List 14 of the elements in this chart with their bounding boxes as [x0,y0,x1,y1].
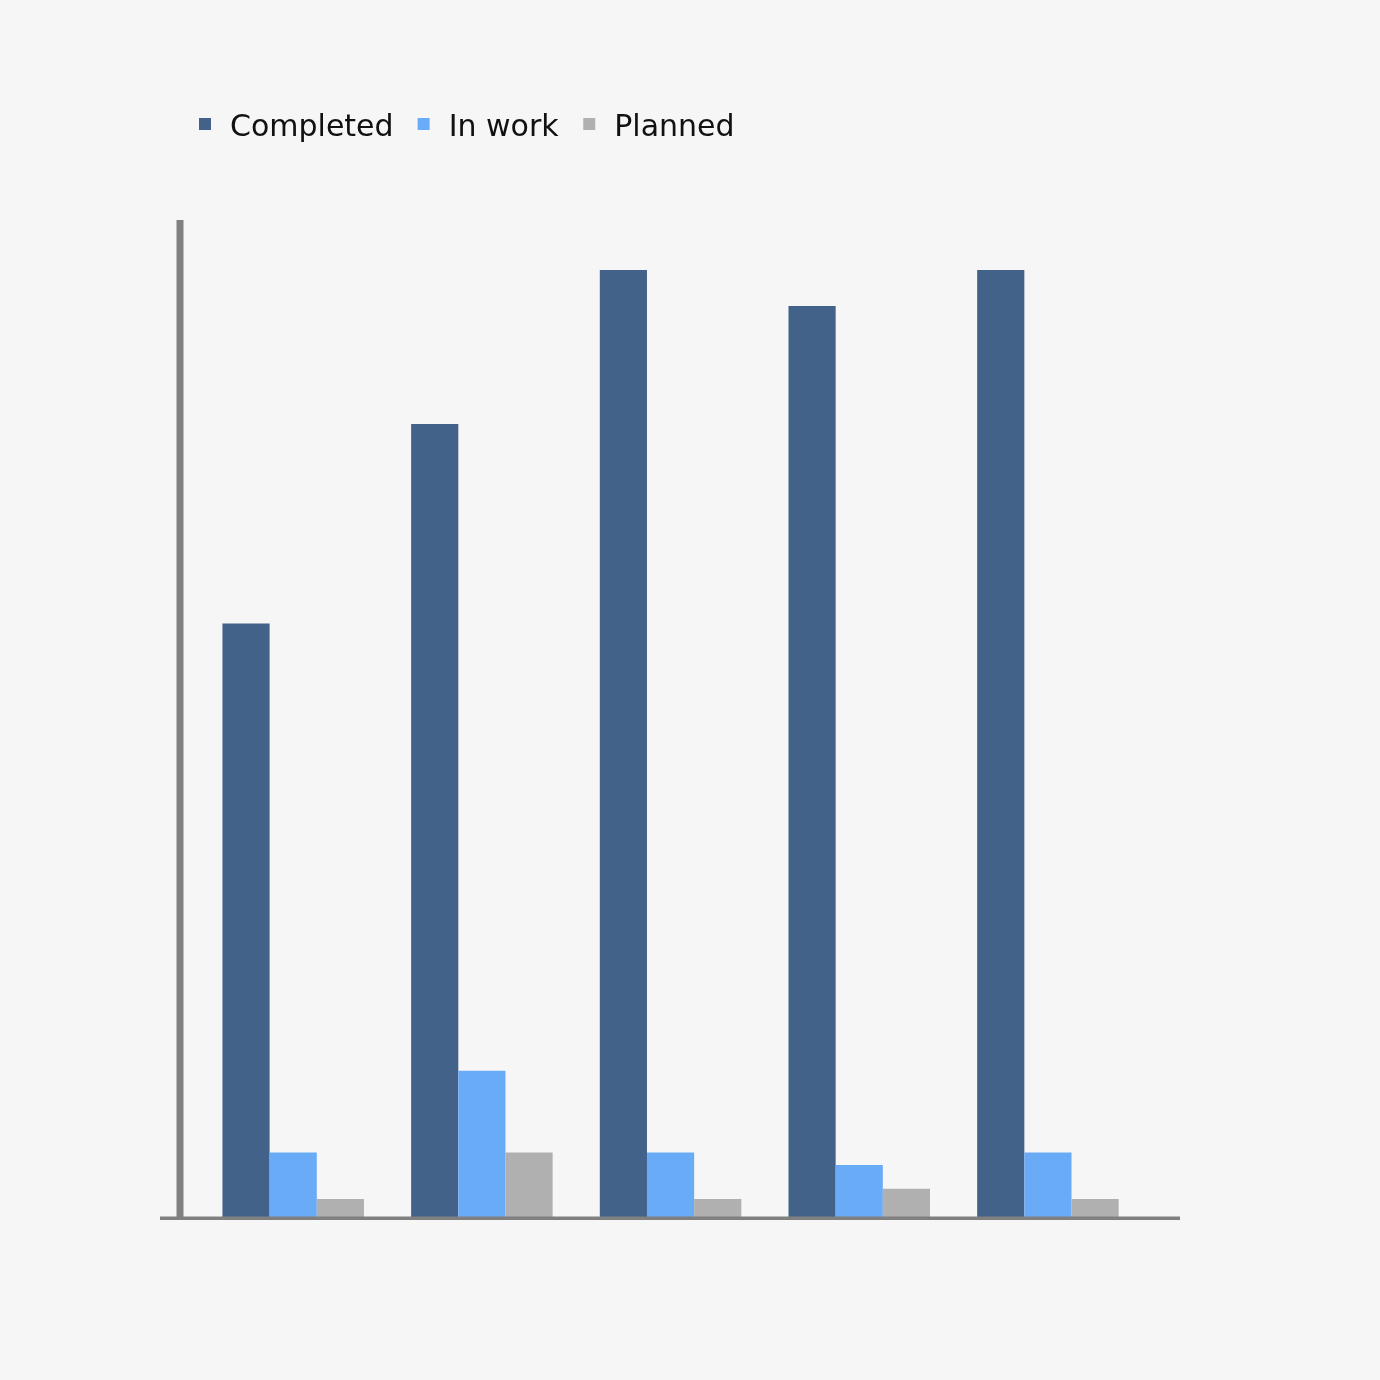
bar [646,1152,695,1220]
bar [505,1152,553,1220]
bar [599,270,647,1220]
bar [458,1070,506,1220]
bar [222,623,270,1220]
bar [835,1164,883,1220]
bar [269,1152,317,1220]
legend-label: In work [448,107,560,143]
bar [977,270,1025,1220]
bar [1024,1152,1072,1220]
legend-label: Planned [614,107,735,143]
bar [788,306,836,1220]
legend-label: Completed [230,107,394,143]
bar [411,423,459,1220]
